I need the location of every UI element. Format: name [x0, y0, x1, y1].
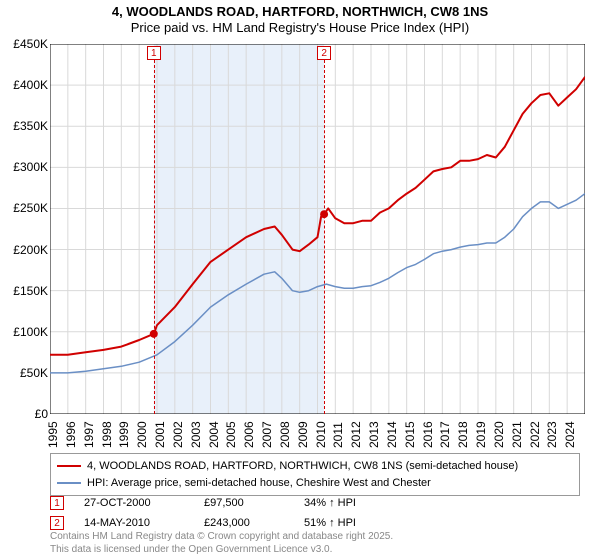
x-tick-label: 2019: [474, 421, 488, 448]
footer-line2: This data is licensed under the Open Gov…: [50, 544, 393, 557]
y-tick-label: £50K: [4, 366, 48, 380]
x-tick-label: 2023: [545, 421, 559, 448]
legend-row-price-paid: 4, WOODLANDS ROAD, HARTFORD, NORTHWICH, …: [57, 458, 573, 475]
y-tick-label: £100K: [4, 325, 48, 339]
x-tick-label: 2021: [510, 421, 524, 448]
y-tick-label: £450K: [4, 37, 48, 51]
legend: 4, WOODLANDS ROAD, HARTFORD, NORTHWICH, …: [50, 453, 580, 496]
x-tick-label: 1995: [46, 421, 60, 448]
sale-info-row-2: 2 14-MAY-2010 £243,000 51% ↑ HPI: [50, 516, 580, 530]
sale-marker-box: 1: [147, 46, 161, 60]
legend-label-hpi: HPI: Average price, semi-detached house,…: [87, 475, 431, 492]
sale-price: £97,500: [204, 497, 284, 509]
y-tick-label: £350K: [4, 119, 48, 133]
title-block: 4, WOODLANDS ROAD, HARTFORD, NORTHWICH, …: [0, 0, 600, 37]
x-tick-label: 2013: [367, 421, 381, 448]
title-subtitle: Price paid vs. HM Land Registry's House …: [0, 20, 600, 36]
x-tick-label: 2014: [385, 421, 399, 448]
x-tick-label: 2016: [421, 421, 435, 448]
x-tick-label: 2009: [296, 421, 310, 448]
x-tick-label: 1997: [82, 421, 96, 448]
chart-container: 4, WOODLANDS ROAD, HARTFORD, NORTHWICH, …: [0, 0, 600, 560]
x-tick-label: 2015: [403, 421, 417, 448]
legend-swatch-price-paid: [57, 465, 81, 467]
x-tick-label: 2022: [528, 421, 542, 448]
sale-hpi-pct: 51% ↑ HPI: [304, 517, 356, 529]
x-tick-label: 1998: [100, 421, 114, 448]
legend-label-price-paid: 4, WOODLANDS ROAD, HARTFORD, NORTHWICH, …: [87, 458, 518, 475]
x-tick-label: 2011: [331, 422, 345, 448]
x-tick-label: 2018: [456, 421, 470, 448]
x-tick-label: 1999: [117, 421, 131, 448]
sale-marker-vline: [154, 60, 155, 414]
legend-swatch-hpi: [57, 482, 81, 484]
x-tick-label: 2002: [171, 421, 185, 448]
y-tick-label: £300K: [4, 160, 48, 174]
sale-marker-icon: 2: [50, 516, 64, 530]
sale-marker-vline: [324, 60, 325, 414]
chart-svg: [50, 44, 585, 414]
x-tick-label: 2008: [278, 421, 292, 448]
x-tick-label: 2003: [189, 421, 203, 448]
sale-date: 27-OCT-2000: [84, 497, 184, 509]
sale-date: 14-MAY-2010: [84, 517, 184, 529]
legend-row-hpi: HPI: Average price, semi-detached house,…: [57, 475, 573, 492]
chart-plot: [50, 44, 585, 414]
x-tick-label: 1996: [64, 421, 78, 448]
footer-attribution: Contains HM Land Registry data © Crown c…: [50, 531, 393, 556]
x-tick-label: 2017: [438, 421, 452, 448]
x-tick-label: 2000: [135, 421, 149, 448]
x-tick-label: 2010: [314, 421, 328, 448]
x-tick-label: 2020: [492, 421, 506, 448]
title-address: 4, WOODLANDS ROAD, HARTFORD, NORTHWICH, …: [0, 4, 600, 20]
y-tick-label: £150K: [4, 284, 48, 298]
sale-info-row-1: 1 27-OCT-2000 £97,500 34% ↑ HPI: [50, 496, 580, 510]
sale-hpi-pct: 34% ↑ HPI: [304, 497, 356, 509]
x-tick-label: 2006: [242, 421, 256, 448]
x-tick-label: 2001: [153, 421, 167, 448]
y-tick-label: £200K: [4, 243, 48, 257]
x-tick-label: 2012: [349, 421, 363, 448]
x-tick-label: 2005: [224, 421, 238, 448]
footer-line1: Contains HM Land Registry data © Crown c…: [50, 531, 393, 544]
sale-price: £243,000: [204, 517, 284, 529]
sale-marker-box: 2: [317, 46, 331, 60]
y-tick-label: £0: [4, 407, 48, 421]
y-tick-label: £400K: [4, 78, 48, 92]
sale-marker-icon: 1: [50, 496, 64, 510]
x-tick-label: 2024: [563, 421, 577, 448]
x-tick-label: 2004: [207, 421, 221, 448]
y-tick-label: £250K: [4, 201, 48, 215]
x-tick-label: 2007: [260, 421, 274, 448]
